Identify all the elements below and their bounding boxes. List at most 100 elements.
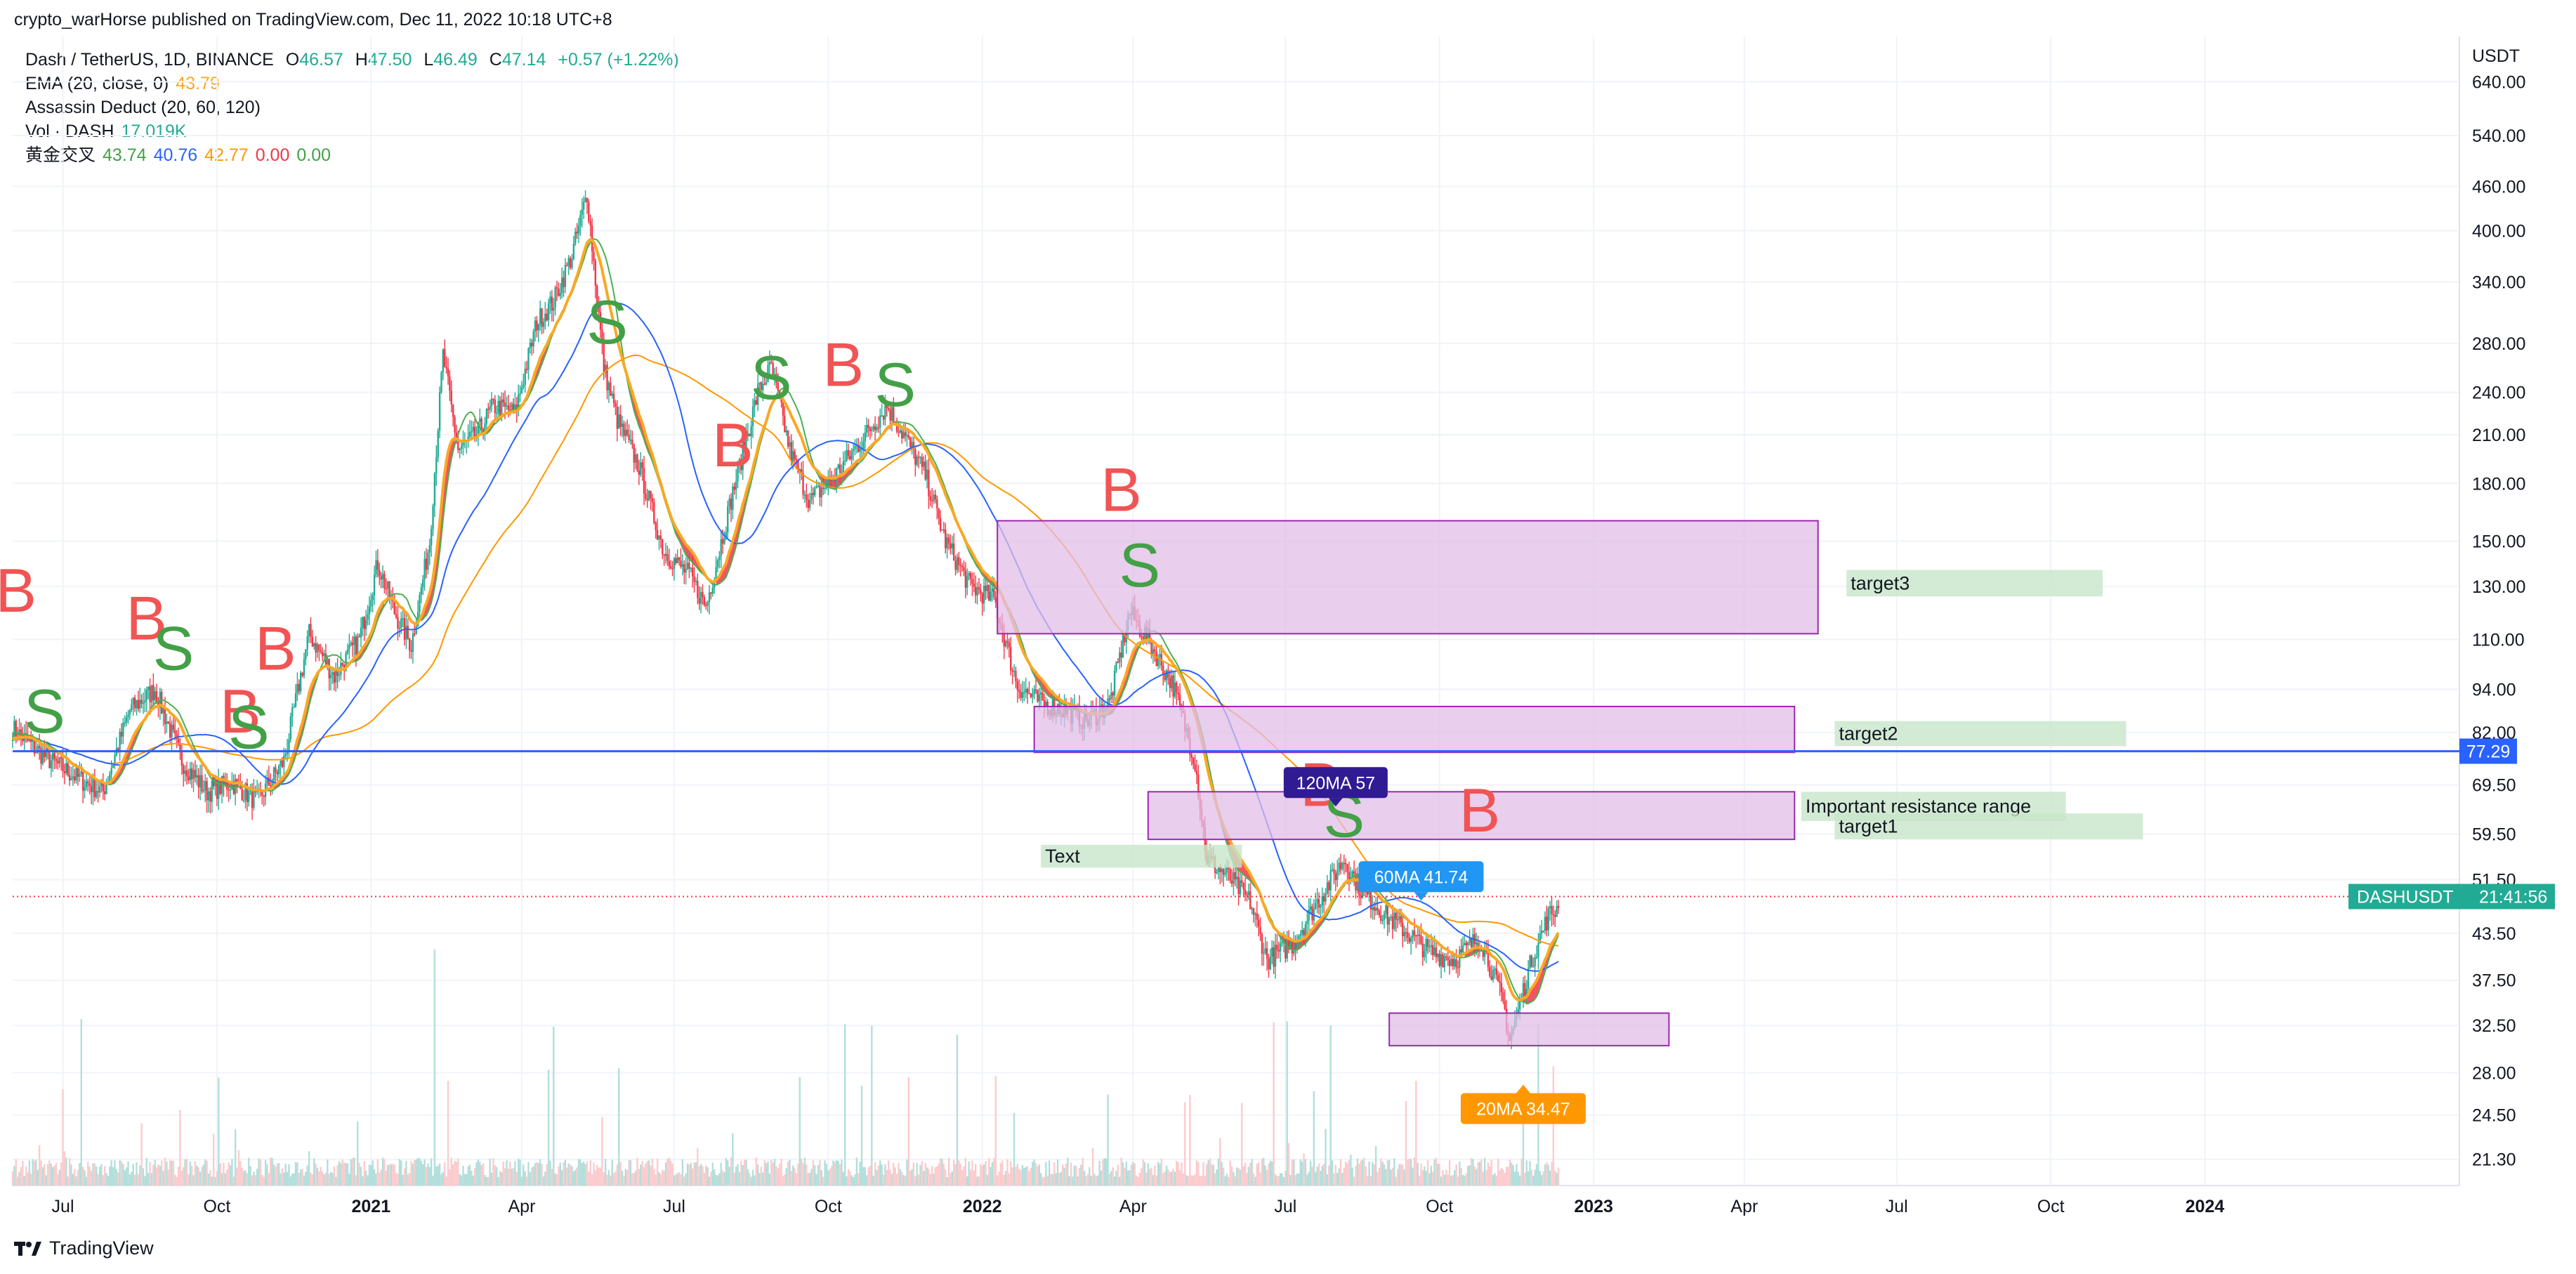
candle-body xyxy=(30,739,32,742)
candle-body xyxy=(1328,882,1330,891)
volume-bar xyxy=(1409,1159,1412,1186)
volume-bar xyxy=(949,1173,952,1186)
candle-body xyxy=(84,787,86,791)
volume-bar xyxy=(1385,1169,1387,1186)
volume-bar xyxy=(1494,1173,1496,1186)
candle-body xyxy=(1459,949,1461,968)
volume-bar xyxy=(966,1176,968,1186)
ema-legend-row[interactable]: EMA (20, close, 0) 43.79 xyxy=(25,74,220,93)
candle-body xyxy=(887,407,890,410)
volume-bar xyxy=(758,1173,761,1186)
volume-bar xyxy=(1086,1174,1089,1186)
volume-bar xyxy=(294,1162,297,1186)
volume-bar xyxy=(1239,1169,1242,1186)
volume-bar xyxy=(224,1173,227,1186)
candle-body xyxy=(664,553,667,556)
volume-bar xyxy=(201,1167,203,1186)
candle-body xyxy=(120,732,123,737)
candle-body xyxy=(419,594,421,613)
volume-bar xyxy=(628,1160,630,1186)
volume-bar xyxy=(624,1169,626,1186)
volume-bar xyxy=(1167,1169,1169,1186)
ma120-line xyxy=(12,354,1559,947)
volume-bar xyxy=(990,1167,992,1186)
candle-body xyxy=(96,791,98,798)
volume-bar xyxy=(527,1162,530,1186)
buy-signal-label: B xyxy=(255,613,296,683)
candle-body xyxy=(1428,947,1431,948)
golden-cross-legend-row[interactable]: 黄金交叉 43.74 40.76 42.77 0.00 0.00 xyxy=(25,145,331,165)
candle-body xyxy=(1016,681,1019,690)
candle-body xyxy=(460,445,463,449)
candle-body xyxy=(92,777,94,793)
tradingview-logo[interactable]: TradingView xyxy=(14,1237,154,1259)
price-tick-label: 150.00 xyxy=(2472,532,2525,552)
volume-bar xyxy=(1348,1160,1351,1186)
volume-bar xyxy=(1132,1162,1134,1186)
candle-body xyxy=(1322,895,1325,902)
candle-body xyxy=(1041,692,1044,700)
volume-bar xyxy=(1237,1168,1240,1186)
volume-bar xyxy=(1532,1175,1535,1186)
candle-body xyxy=(1120,652,1122,658)
volume-bar xyxy=(1152,1174,1155,1186)
candle-body xyxy=(777,382,779,390)
candle-body xyxy=(288,739,290,751)
candle-body xyxy=(1219,867,1221,872)
candle-body xyxy=(1524,983,1526,996)
symbol-legend-row[interactable]: Dash / TetherUS, 1D, BINANCE O46.57 H47.… xyxy=(25,48,693,72)
candle-body xyxy=(765,381,768,385)
candle-body xyxy=(1450,959,1452,966)
hline-price-badge xyxy=(2459,738,2517,764)
candle-body xyxy=(140,700,143,704)
volume-legend-row[interactable]: Vol · DASH 17.019K xyxy=(25,122,187,141)
time-tick-label: Oct xyxy=(815,1197,842,1216)
candle-body xyxy=(841,471,843,473)
candle-body xyxy=(149,686,151,702)
candle-body xyxy=(1374,907,1377,911)
target-label: target1 xyxy=(1839,816,1898,837)
candle-body xyxy=(812,492,815,496)
candle-body xyxy=(228,789,230,791)
volume-bar xyxy=(1135,1175,1138,1186)
volume-bar xyxy=(1108,1174,1111,1186)
volume-bar xyxy=(1082,1157,1084,1186)
volume-bar xyxy=(1296,1174,1299,1186)
volume-bar xyxy=(912,1162,915,1186)
candle-body xyxy=(1495,968,1498,976)
candle-body xyxy=(705,605,707,606)
volume-bar xyxy=(894,1167,896,1186)
candle-body xyxy=(1430,945,1433,947)
candle-body xyxy=(224,781,227,784)
volume-bar xyxy=(1395,1176,1397,1186)
volume-bar xyxy=(988,1157,990,1186)
volume-bar xyxy=(603,1172,605,1186)
candle-body xyxy=(381,574,384,580)
volume-bar xyxy=(261,1174,263,1186)
volume-bar xyxy=(1383,1164,1386,1186)
candle-body xyxy=(166,721,168,724)
volume-bar xyxy=(1539,1171,1542,1186)
candle-body xyxy=(289,716,292,740)
candle-body xyxy=(68,775,71,781)
candle-body xyxy=(1306,921,1308,924)
volume-bar xyxy=(237,1150,240,1186)
candle-body xyxy=(949,543,952,549)
candle-body xyxy=(763,383,765,385)
candle-body xyxy=(1317,899,1320,908)
candle-body xyxy=(444,349,446,367)
volume-bar xyxy=(124,1170,126,1186)
volume-bar xyxy=(1172,1168,1174,1186)
volume-bar xyxy=(422,1164,424,1186)
candle-body xyxy=(1326,882,1329,894)
volume-bar xyxy=(802,1162,804,1186)
candle-body xyxy=(1045,701,1047,707)
price-tick-label: 130.00 xyxy=(2472,577,2525,597)
volume-bar xyxy=(1408,1158,1411,1186)
volume-bar xyxy=(651,1158,654,1186)
volume-bar xyxy=(231,1159,233,1186)
assassin-legend-row[interactable]: Assassin Deduct (20, 60, 120) xyxy=(25,98,261,117)
volume-bar xyxy=(305,1171,307,1186)
volume-bar xyxy=(1072,1176,1074,1186)
